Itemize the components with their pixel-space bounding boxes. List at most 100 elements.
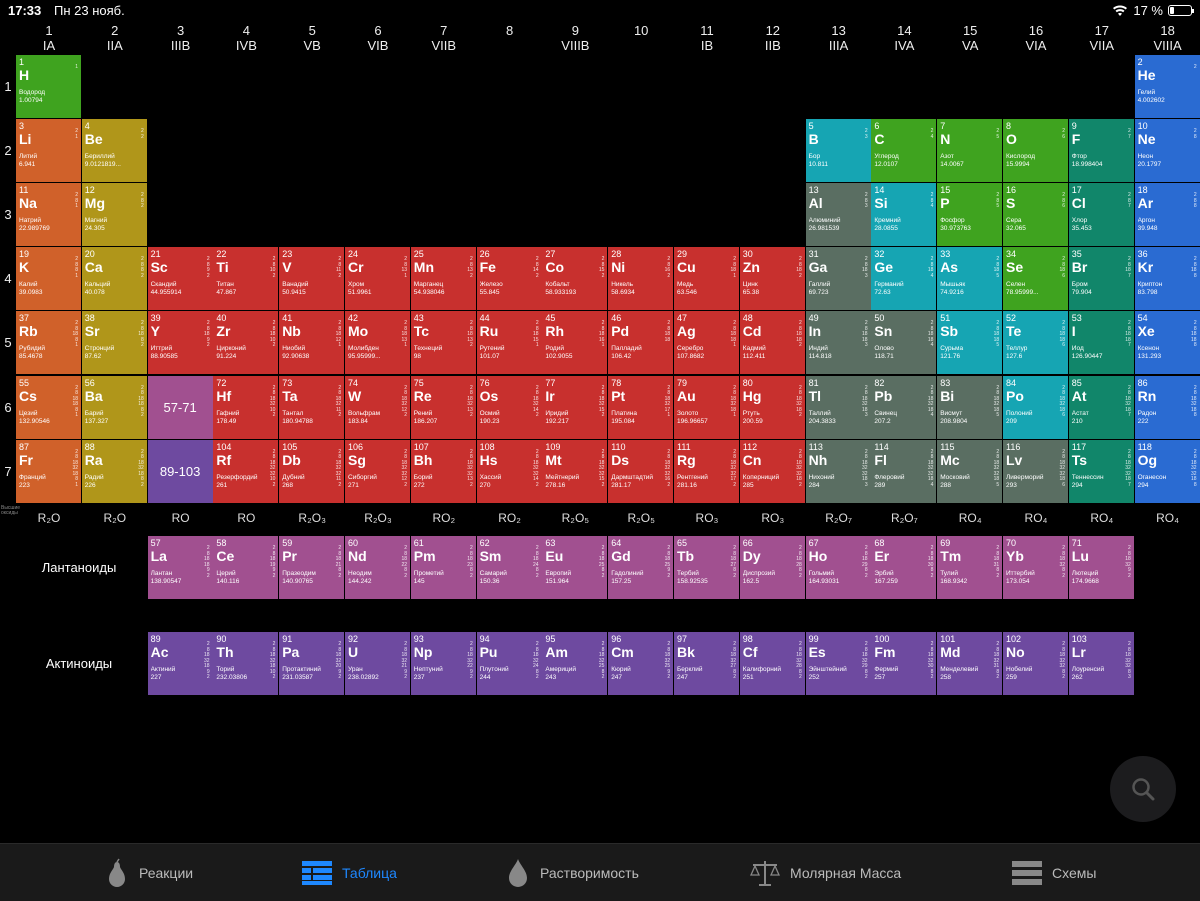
- element-Hs[interactable]: 108 Hs Хассий 270 2 8 18 32 32 14 2: [476, 439, 542, 503]
- element-Br[interactable]: 35 Br Бром 79.904 2 8 18 7: [1068, 247, 1134, 311]
- element-Mn[interactable]: 25 Mn Марганец 54.938046 2 8 13 2: [410, 247, 476, 311]
- element-Eu[interactable]: 63 Eu Европий 151.964 2 8 18 25 8 2: [542, 536, 608, 599]
- element-Bh[interactable]: 107 Bh Борий 272 2 8 18 32 32 13 2: [410, 439, 476, 503]
- search-button[interactable]: [1110, 756, 1176, 822]
- element-N[interactable]: 7 N Азот 14.0067 2 5: [937, 119, 1003, 183]
- element-Tm[interactable]: 69 Tm Тулий 168.9342 2 8 18 31 8 2: [937, 536, 1003, 599]
- element-Cl[interactable]: 17 Cl Хлор 35.453 2 8 7: [1068, 183, 1134, 247]
- element-Ni[interactable]: 28 Ni Никель 58.6934 2 8 16 2: [608, 247, 674, 311]
- element-He[interactable]: 2 He Гелий 4.002602 2: [1134, 55, 1200, 118]
- element-F[interactable]: 9 F Фтор 18.998404 2 7: [1068, 119, 1134, 183]
- element-Cs[interactable]: 55 Cs Цезий 132.90546 2 8 18 18 8 1: [16, 375, 81, 439]
- element-Lu[interactable]: 71 Lu Лютеций 174.9668 2 8 18 32 9 2: [1068, 536, 1134, 599]
- element-Pd[interactable]: 46 Pd Палладий 106.42 2 8 18 18: [608, 311, 674, 375]
- element-Fr[interactable]: 87 Fr Франций 223 2 8 18 32 18 8 1: [16, 439, 81, 503]
- element-W[interactable]: 74 W Вольфрам 183.84 2 8 18 32 12 2: [345, 375, 410, 439]
- element-Ga[interactable]: 31 Ga Галлий 69.723 2 8 18 3: [805, 247, 871, 311]
- element-Re[interactable]: 75 Re Рений 186.207 2 8 18 32 13 2: [410, 375, 476, 439]
- element-Nb[interactable]: 41 Nb Ниобий 92.90638 2 8 18 12 1: [279, 311, 345, 375]
- element-La[interactable]: 57 La Лантан 138.90547 2 8 18 18 9 2: [147, 536, 213, 599]
- element-Lr[interactable]: 103 Lr Лоуренсий 262 2 8 18 32 32 8 3: [1068, 632, 1134, 695]
- element-Ge[interactable]: 32 Ge Германий 72.63 2 8 18 4: [871, 247, 937, 311]
- element-Sc[interactable]: 21 Sc Скандий 44.955914 2 8 9 2: [147, 247, 213, 311]
- element-Er[interactable]: 68 Er Эрбий 167.259 2 8 18 30 8 2: [871, 536, 937, 599]
- element-Am[interactable]: 95 Am Америций 243 2 8 18 32 25 8 2: [542, 632, 608, 695]
- element-Zn[interactable]: 30 Zn Цинк 65.38 2 8 18 2: [739, 247, 805, 311]
- element-Ir[interactable]: 77 Ir Иридий 192.217 2 8 18 32 15 2: [542, 375, 608, 439]
- element-H[interactable]: 1 H Водород 1.00794 1: [16, 55, 81, 118]
- element-Nd[interactable]: 60 Nd Неодим 144.242 2 8 18 22 8 2: [345, 536, 410, 599]
- tab-molar-mass[interactable]: Молярная Масса: [750, 844, 901, 901]
- element-Cm[interactable]: 96 Cm Кюрий 247 2 8 18 32 25 9 2: [608, 632, 674, 695]
- element-C[interactable]: 6 C Углерод 12.0107 2 4: [871, 119, 937, 183]
- tab-reactions[interactable]: Реакции: [105, 844, 193, 901]
- element-Rf[interactable]: 104 Rf Резерфордий 261 2 8 18 32 32 10 2: [213, 439, 279, 503]
- element-Rb[interactable]: 37 Rb Рубидий 85.4678 2 8 18 8 1: [16, 311, 81, 375]
- element-Mg[interactable]: 12 Mg Магний 24.305 2 8 2: [81, 183, 147, 247]
- series-ref-57-71[interactable]: 57-71: [147, 375, 213, 439]
- element-Fe[interactable]: 26 Fe Железо 55.845 2 8 14 2: [476, 247, 542, 311]
- element-Ar[interactable]: 18 Ar Аргон 39.948 2 8 8: [1134, 183, 1200, 247]
- element-Cu[interactable]: 29 Cu Медь 63.546 2 8 18 1: [674, 247, 739, 311]
- element-Ho[interactable]: 67 Ho Гольмий 164.93031 2 8 18 29 8 2: [805, 536, 871, 599]
- element-Ac[interactable]: 89 Ac Актиний 227 2 8 18 32 18 9 2: [147, 632, 213, 695]
- element-V[interactable]: 23 V Ванадий 50.9415 2 8 11 2: [279, 247, 345, 311]
- element-Fl[interactable]: 114 Fl Флеровий 289 2 8 18 32 32 18 4: [871, 439, 937, 503]
- element-Sm[interactable]: 62 Sm Самарий 150.36 2 8 18 24 8 2: [476, 536, 542, 599]
- element-Cd[interactable]: 48 Cd Кадмий 112.411 2 8 18 18 2: [739, 311, 805, 375]
- element-P[interactable]: 15 P Фосфор 30.973763 2 8 5: [937, 183, 1003, 247]
- element-Ce[interactable]: 58 Ce Церий 140.116 2 8 18 19 9 2: [213, 536, 279, 599]
- element-Cf[interactable]: 98 Cf Калифорний 251 2 8 18 32 28 8 2: [739, 632, 805, 695]
- element-Ra[interactable]: 88 Ra Радий 226 2 8 18 32 18 8 2: [81, 439, 147, 503]
- element-Es[interactable]: 99 Es Эйнштейний 252 2 8 18 32 29 8 2: [805, 632, 871, 695]
- element-At[interactable]: 85 At Астат 210 2 8 18 32 18 7: [1068, 375, 1134, 439]
- element-Xe[interactable]: 54 Xe Ксенон 131.293 2 8 18 18 8: [1134, 311, 1200, 375]
- element-Pt[interactable]: 78 Pt Платина 195.084 2 8 18 32 17 1: [608, 375, 674, 439]
- element-Co[interactable]: 27 Co Кобальт 58.933193 2 8 15 2: [542, 247, 608, 311]
- element-Se[interactable]: 34 Se Селен 78.95999... 2 8 18 6: [1003, 247, 1068, 311]
- element-Sn[interactable]: 50 Sn Олово 118.71 2 8 18 18 4: [871, 311, 937, 375]
- element-Dy[interactable]: 66 Dy Диспрозий 162.5 2 8 18 28 8 2: [739, 536, 805, 599]
- element-I[interactable]: 53 I Иод 126.90447 2 8 18 18 7: [1068, 311, 1134, 375]
- element-Ne[interactable]: 10 Ne Неон 20.1797 2 8: [1134, 119, 1200, 183]
- element-U[interactable]: 92 U Уран 238.02892 2 8 18 32 21 9 2: [345, 632, 410, 695]
- element-Au[interactable]: 79 Au Золото 196.96657 2 8 18 32 18 1: [674, 375, 739, 439]
- element-Kr[interactable]: 36 Kr Криптон 83.798 2 8 18 8: [1134, 247, 1200, 311]
- element-Pa[interactable]: 91 Pa Протактиний 231.03587 2 8 18 32 20 9 2: [279, 632, 345, 695]
- element-O[interactable]: 8 O Кислород 15.9994 2 6: [1003, 119, 1068, 183]
- element-Al[interactable]: 13 Al Алюминий 26.981539 2 8 3: [805, 183, 871, 247]
- tab-schemes[interactable]: Схемы: [1012, 844, 1096, 901]
- element-Og[interactable]: 118 Og Оганесон 294 2 8 18 32 32 18 8: [1134, 439, 1200, 503]
- element-Mo[interactable]: 42 Mo Молибден 95.95999... 2 8 18 13 1: [345, 311, 410, 375]
- element-No[interactable]: 102 No Нобелий 259 2 8 18 32 32 8 2: [1003, 632, 1068, 695]
- element-Ba[interactable]: 56 Ba Барий 137.327 2 8 18 18 8 2: [81, 375, 147, 439]
- element-Nh[interactable]: 113 Nh Нихоний 284 2 8 18 32 32 18 3: [805, 439, 871, 503]
- element-Pm[interactable]: 61 Pm Прометий 145 2 8 18 23 8 2: [410, 536, 476, 599]
- element-Hg[interactable]: 80 Hg Ртуть 200.59 2 8 18 32 18 2: [739, 375, 805, 439]
- element-Y[interactable]: 39 Y Иттрий 88.90585 2 8 18 9 2: [147, 311, 213, 375]
- element-Ca[interactable]: 20 Ca Кальций 40.078 2 8 8 2: [81, 247, 147, 311]
- element-Md[interactable]: 101 Md Менделевий 258 2 8 18 32 31 8 2: [937, 632, 1003, 695]
- element-Cn[interactable]: 112 Cn Коперниций 285 2 8 18 32 32 18 2: [739, 439, 805, 503]
- element-Bk[interactable]: 97 Bk Берклий 247 2 8 18 32 27 8 2: [674, 632, 739, 695]
- element-Lv[interactable]: 116 Lv Ливерморий 293 2 8 18 32 32 18 6: [1003, 439, 1068, 503]
- element-Tc[interactable]: 43 Tc Технеций 98 2 8 18 13 2: [410, 311, 476, 375]
- element-Mc[interactable]: 115 Mc Московий 288 2 8 18 32 32 18 5: [937, 439, 1003, 503]
- element-Ru[interactable]: 44 Ru Рутений 101.07 2 8 18 15 1: [476, 311, 542, 375]
- element-In[interactable]: 49 In Индий 114.818 2 8 18 18 3: [805, 311, 871, 375]
- element-Pu[interactable]: 94 Pu Плутоний 244 2 8 18 32 24 8 2: [476, 632, 542, 695]
- element-S[interactable]: 16 S Сера 32.065 2 8 6: [1003, 183, 1068, 247]
- element-Hf[interactable]: 72 Hf Гафний 178.49 2 8 18 32 10 2: [213, 375, 279, 439]
- element-Yb[interactable]: 70 Yb Иттербий 173.054 2 8 18 32 8 2: [1003, 536, 1068, 599]
- element-Zr[interactable]: 40 Zr Цирконий 91.224 2 8 18 10 2: [213, 311, 279, 375]
- element-Ts[interactable]: 117 Ts Теннессин 294 2 8 18 32 32 18 7: [1068, 439, 1134, 503]
- element-Fm[interactable]: 100 Fm Фермий 257 2 8 18 32 30 8 2: [871, 632, 937, 695]
- tab-solubility[interactable]: Растворимость: [506, 844, 639, 901]
- element-Cr[interactable]: 24 Cr Хром 51.9961 2 8 13 1: [345, 247, 410, 311]
- element-Ag[interactable]: 47 Ag Серебро 107.8682 2 8 18 18 1: [674, 311, 739, 375]
- element-Pb[interactable]: 82 Pb Свинец 207.2 2 8 18 32 18 4: [871, 375, 937, 439]
- element-Rg[interactable]: 111 Rg Рентгений 281.16 2 8 18 32 32 17 2: [674, 439, 739, 503]
- element-Th[interactable]: 90 Th Торий 232.03806 2 8 18 32 18 10 2: [213, 632, 279, 695]
- element-Sr[interactable]: 38 Sr Стронций 87.62 2 8 18 8 2: [81, 311, 147, 375]
- element-Tb[interactable]: 65 Tb Тербий 158.92535 2 8 18 27 8 2: [674, 536, 739, 599]
